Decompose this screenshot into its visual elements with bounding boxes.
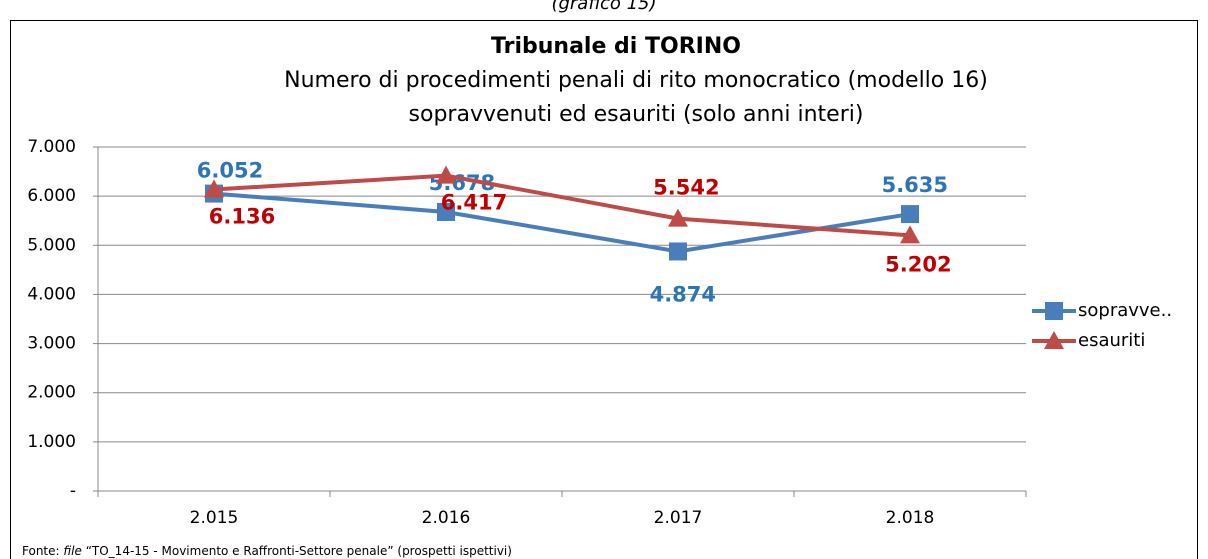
- footer-italic: file: [63, 544, 81, 558]
- marker: [204, 179, 224, 198]
- marker: [669, 242, 687, 261]
- y-tick-label: 6.000: [27, 186, 76, 206]
- footer-text: “TO_14-15 - Movimento e Raffronti-Settor…: [86, 544, 512, 558]
- data-label: 6.136: [209, 204, 275, 228]
- chart-subtitle: sopravvenuti ed esauriti (solo anni inte…: [409, 102, 864, 127]
- footer: Fonte: file “TO_14-15 - Movimento e Raff…: [22, 544, 512, 558]
- data-label: 6.052: [197, 159, 263, 183]
- data-label: 5.635: [882, 173, 948, 197]
- marker: [1045, 302, 1063, 320]
- data-label: 5.542: [653, 176, 719, 200]
- chart-subtitle: Numero di procedimenti penali di rito mo…: [284, 68, 988, 93]
- line: [213, 191, 911, 254]
- data-label: 4.874: [650, 282, 716, 306]
- y-tick-label: 7.000: [27, 137, 76, 157]
- data-label: 5.202: [885, 252, 951, 276]
- marker: [437, 202, 455, 221]
- marker: [668, 208, 688, 227]
- chart-frame: [10, 20, 1198, 559]
- marker: [1044, 331, 1064, 349]
- marker: [900, 225, 920, 244]
- y-tick-label: 5.000: [27, 235, 76, 255]
- line: [213, 173, 911, 238]
- marker: [901, 205, 919, 224]
- legend-label: esauriti: [1078, 330, 1145, 351]
- y-tick-label: -: [70, 481, 76, 501]
- x-tick-label: 2.018: [886, 508, 935, 528]
- x-tick-label: 2.017: [654, 508, 703, 528]
- y-tick-label: 2.000: [27, 383, 76, 403]
- data-label: 6.417: [441, 191, 507, 215]
- x-tick-label: 2.015: [190, 508, 239, 528]
- chart-title: Tribunale di TORINO: [491, 34, 741, 59]
- y-tick-label: 3.000: [27, 334, 76, 354]
- marker: [436, 165, 456, 184]
- footer-prefix: Fonte:: [22, 544, 60, 558]
- caption: (grafico 15): [551, 0, 656, 14]
- x-tick-label: 2.016: [422, 508, 471, 528]
- y-tick-label: 4.000: [27, 284, 76, 304]
- y-tick-label: 1.000: [27, 432, 76, 452]
- legend-label: sopravve..: [1078, 300, 1172, 321]
